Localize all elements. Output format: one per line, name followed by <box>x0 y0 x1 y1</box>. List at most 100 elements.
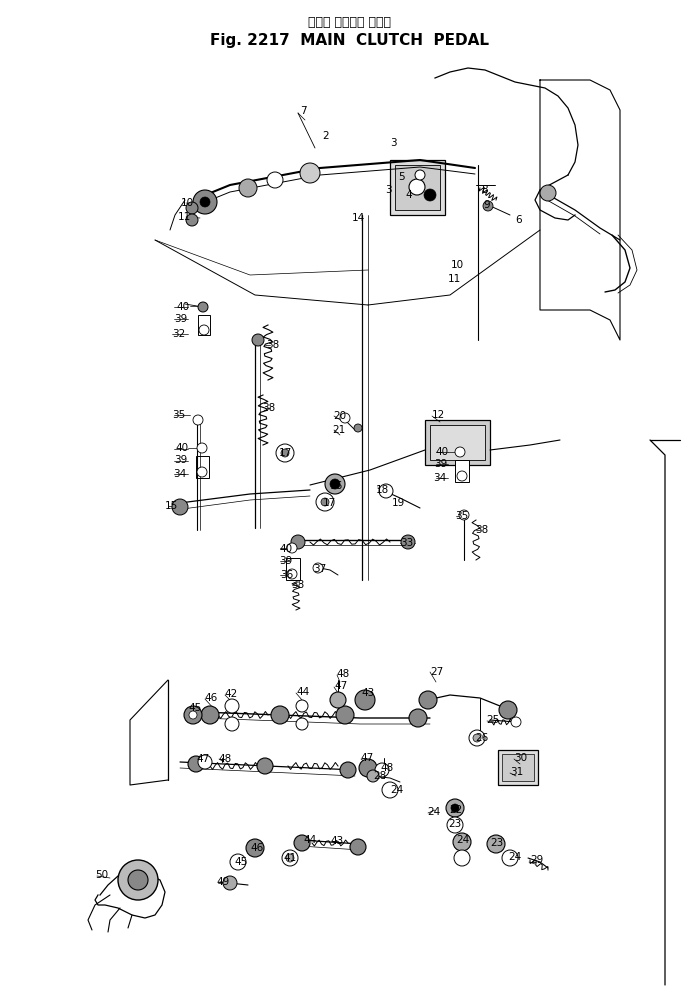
Circle shape <box>189 711 197 719</box>
Circle shape <box>330 692 346 708</box>
Text: 4: 4 <box>405 190 412 200</box>
Text: 48: 48 <box>336 669 350 679</box>
Circle shape <box>271 706 289 724</box>
Text: 24: 24 <box>427 807 440 817</box>
Text: 35: 35 <box>172 410 185 420</box>
Text: 28: 28 <box>373 771 387 781</box>
Text: 8: 8 <box>481 185 488 195</box>
Circle shape <box>193 415 203 425</box>
Text: 29: 29 <box>530 855 543 865</box>
Text: 46: 46 <box>204 693 217 703</box>
Bar <box>502 754 534 781</box>
Circle shape <box>316 493 334 511</box>
Circle shape <box>502 850 518 866</box>
Circle shape <box>355 690 375 710</box>
Bar <box>286 558 300 580</box>
Circle shape <box>321 498 329 506</box>
Text: 15: 15 <box>165 500 178 511</box>
Circle shape <box>499 701 517 719</box>
Circle shape <box>454 850 470 866</box>
Bar <box>198 315 210 335</box>
Text: 46: 46 <box>250 843 264 853</box>
Text: 39: 39 <box>174 314 187 324</box>
Text: 42: 42 <box>224 689 237 699</box>
Text: 43: 43 <box>330 836 343 846</box>
Circle shape <box>223 876 237 890</box>
Circle shape <box>172 499 188 515</box>
Text: 48: 48 <box>380 763 394 773</box>
Circle shape <box>239 179 257 197</box>
Text: 23: 23 <box>448 819 461 829</box>
Circle shape <box>294 835 310 851</box>
Text: 11: 11 <box>178 212 192 222</box>
Text: 34: 34 <box>433 473 446 483</box>
Text: 50: 50 <box>95 870 108 880</box>
Circle shape <box>424 189 436 201</box>
Text: 14: 14 <box>352 213 366 223</box>
Circle shape <box>287 543 297 553</box>
Circle shape <box>330 479 340 489</box>
Text: 11: 11 <box>448 274 461 284</box>
Text: 34: 34 <box>173 469 186 479</box>
Text: 47: 47 <box>360 753 373 763</box>
Text: 44: 44 <box>303 835 316 845</box>
Circle shape <box>375 763 389 777</box>
Circle shape <box>276 444 294 462</box>
Text: 44: 44 <box>296 687 309 697</box>
Text: メイン クラッチ ペダル: メイン クラッチ ペダル <box>308 15 391 28</box>
Circle shape <box>409 709 427 727</box>
Text: 19: 19 <box>392 498 405 508</box>
Text: 36: 36 <box>280 570 294 580</box>
Circle shape <box>197 443 207 453</box>
Circle shape <box>257 758 273 774</box>
Circle shape <box>401 535 415 549</box>
Text: 26: 26 <box>475 733 488 743</box>
Text: 38: 38 <box>266 340 279 350</box>
Text: 48: 48 <box>218 754 231 764</box>
Text: 24: 24 <box>456 835 469 845</box>
Bar <box>455 460 469 482</box>
Circle shape <box>199 325 209 335</box>
Text: 10: 10 <box>181 198 194 208</box>
Text: 7: 7 <box>300 106 307 116</box>
Circle shape <box>447 817 463 833</box>
Text: 16: 16 <box>330 481 343 491</box>
Text: 22: 22 <box>449 805 462 815</box>
Circle shape <box>282 850 298 866</box>
Text: 40: 40 <box>176 302 189 312</box>
Text: 49: 49 <box>216 877 229 887</box>
Circle shape <box>354 424 362 432</box>
Text: 25: 25 <box>486 715 499 725</box>
Circle shape <box>198 302 208 312</box>
Circle shape <box>200 197 210 207</box>
Text: 38: 38 <box>262 403 275 413</box>
Circle shape <box>246 839 264 857</box>
Text: 17: 17 <box>323 498 336 508</box>
Bar <box>430 425 485 460</box>
Circle shape <box>453 833 471 851</box>
Bar <box>498 750 538 785</box>
Circle shape <box>198 755 212 769</box>
Bar <box>425 420 490 465</box>
Text: 3: 3 <box>385 185 391 195</box>
Text: 37: 37 <box>313 564 326 574</box>
Circle shape <box>382 782 398 798</box>
Circle shape <box>296 700 308 712</box>
Circle shape <box>367 770 379 782</box>
Text: 40: 40 <box>279 544 292 554</box>
Bar <box>390 160 445 215</box>
Circle shape <box>225 717 239 731</box>
Text: 45: 45 <box>188 703 201 713</box>
Circle shape <box>230 854 246 870</box>
Text: 39: 39 <box>279 556 292 566</box>
Bar <box>395 165 440 210</box>
Text: 9: 9 <box>483 200 489 210</box>
Text: 12: 12 <box>432 410 445 420</box>
Text: 18: 18 <box>376 485 389 495</box>
Text: 6: 6 <box>515 215 521 225</box>
Circle shape <box>340 762 356 778</box>
Text: 33: 33 <box>400 538 413 548</box>
Text: 21: 21 <box>332 425 345 435</box>
Text: 20: 20 <box>333 411 346 421</box>
Circle shape <box>473 734 481 742</box>
